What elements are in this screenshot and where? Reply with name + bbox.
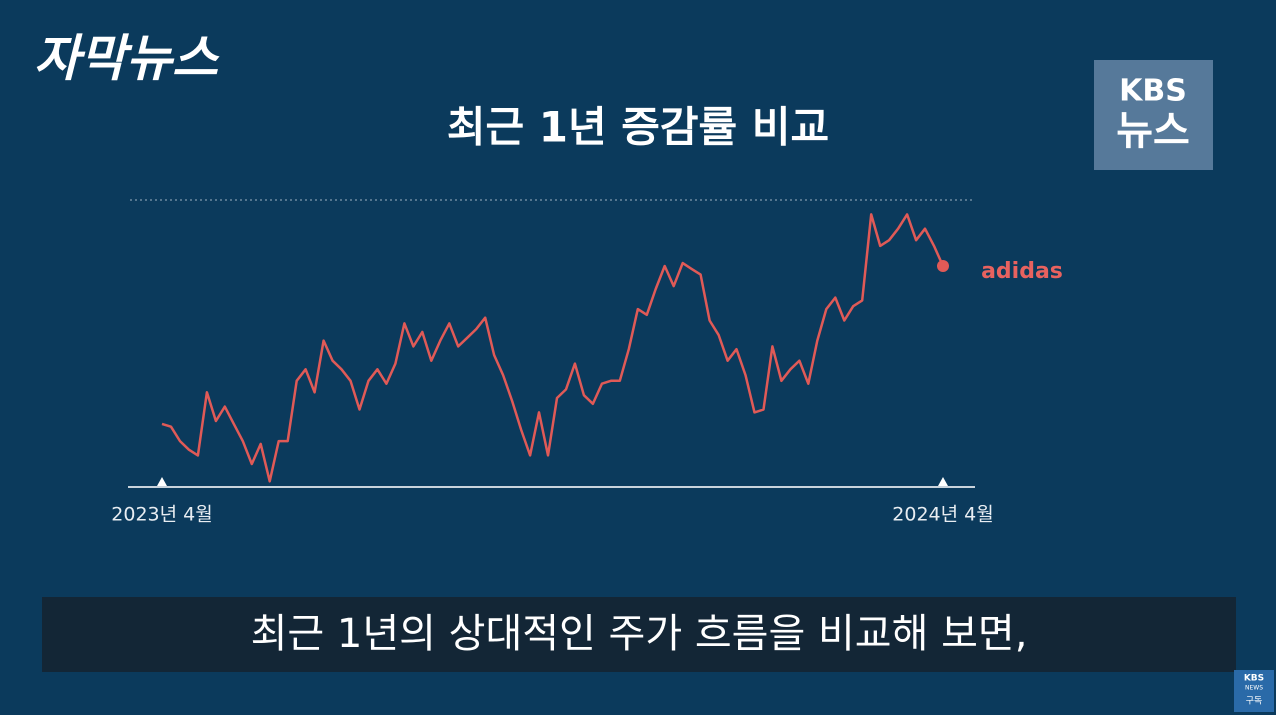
brand-box xyxy=(1094,60,1213,170)
caption-bar xyxy=(42,597,1236,672)
badge xyxy=(1234,670,1274,712)
x-tick xyxy=(938,477,948,486)
chart-title: 최근 1년 증감률 비교 xyxy=(447,103,829,152)
x-tick-label: 2024년 4월 xyxy=(892,504,993,526)
brand-bottom: 뉴스 xyxy=(1116,108,1190,154)
logo: 자막뉴스 xyxy=(34,30,220,88)
badge-bottom: 구독 xyxy=(1246,696,1263,707)
badge-middle: NEWS xyxy=(1245,685,1263,692)
caption: 최근 1년의 상대적인 주가 흐름을 비교해 보면, xyxy=(251,611,1028,657)
badge-top: KBS xyxy=(1244,674,1264,684)
line xyxy=(161,213,945,483)
end-dot xyxy=(937,260,949,273)
brand-top: KBS xyxy=(1119,74,1187,109)
legend-label: adidas xyxy=(981,259,1063,284)
x-tick xyxy=(157,477,167,486)
x-tick-label: 2023년 4월 xyxy=(111,504,212,526)
